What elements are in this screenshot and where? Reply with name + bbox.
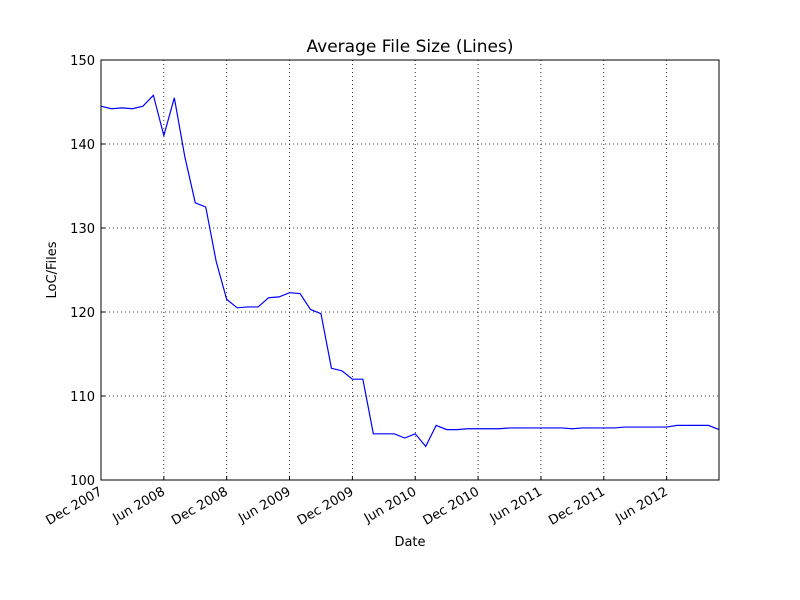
y-tick-label: 100 xyxy=(70,474,95,489)
y-tick-label: 140 xyxy=(70,138,95,153)
y-tick-label: 110 xyxy=(70,390,95,405)
plot-frame xyxy=(100,59,720,481)
data-line xyxy=(100,94,720,448)
y-axis-label: LoC/Files xyxy=(45,241,60,298)
y-tick-label: 130 xyxy=(70,222,95,237)
x-axis-label: Date xyxy=(394,535,425,550)
chart-title: Average File Size (Lines) xyxy=(307,37,514,57)
y-tick-label: 150 xyxy=(70,54,95,69)
y-tick-label: 120 xyxy=(70,306,95,321)
